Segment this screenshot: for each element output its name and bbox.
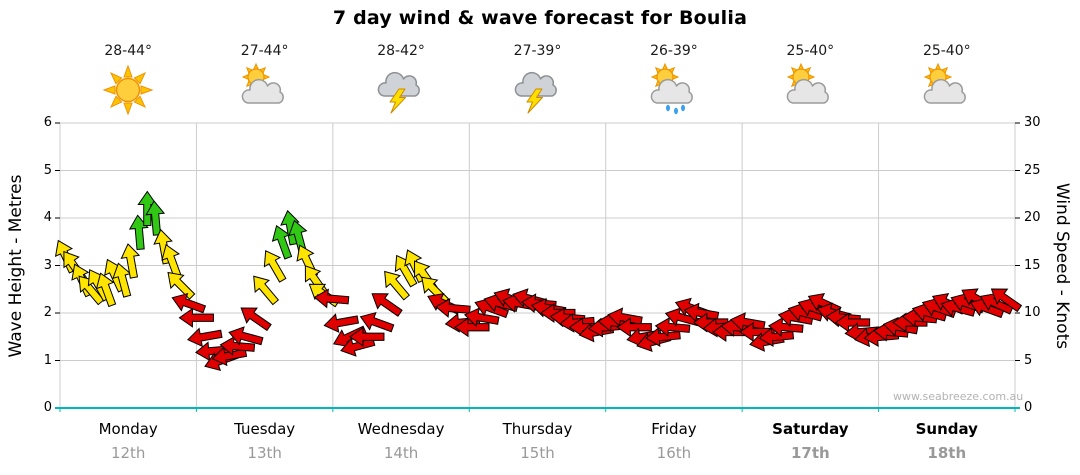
temp-range: 27-44°	[240, 43, 289, 59]
wind-arrow	[95, 272, 117, 308]
day-date: 18th	[927, 444, 967, 462]
wind-axis-tick-label: 15	[1024, 257, 1041, 273]
weather-icon-sun-cloud	[783, 62, 837, 116]
watermark: www.seabreeze.com.au	[893, 390, 1024, 403]
temp-range: 25-40°	[786, 43, 835, 59]
wave-axis-tick-label: 5	[43, 162, 52, 178]
wind-arrow	[384, 270, 411, 301]
temp-range: 27-39°	[513, 43, 562, 59]
wind-arrow	[463, 307, 500, 327]
wind-arrow	[187, 327, 223, 348]
wind-axis-tick-label: 20	[1024, 210, 1041, 225]
wind-speed-axis-label: Wind Speed - Knots	[1052, 182, 1072, 350]
wind-arrow	[145, 200, 166, 236]
wind-arrow	[349, 326, 385, 347]
weather-icon-storm	[511, 62, 565, 116]
wave-axis-tick-label: 6	[43, 115, 52, 130]
wind-arrow	[253, 275, 280, 306]
wind-arrow	[178, 307, 214, 328]
day-date: 12th	[110, 444, 146, 462]
wind-arrow	[645, 327, 681, 347]
wind-arrow	[359, 311, 395, 333]
wind-arrow	[167, 271, 196, 300]
wind-arrow	[211, 346, 248, 367]
wave-axis-tick-label: 4	[43, 210, 52, 225]
day-name: Wednesday	[357, 420, 445, 438]
wind-arrow	[435, 298, 471, 318]
wind-arrow	[454, 317, 490, 338]
wind-arrow	[371, 293, 403, 317]
weather-icon-storm	[374, 62, 428, 116]
day-name: Thursday	[502, 420, 573, 438]
temp-range: 25-40°	[922, 43, 971, 59]
wind-arrow	[990, 288, 1023, 313]
day-name: Tuesday	[234, 420, 296, 438]
weather-icon-sun-cloud	[238, 62, 292, 116]
wind-arrow	[228, 326, 264, 346]
wind-arrow	[758, 327, 795, 347]
day-name: Sunday	[915, 420, 978, 438]
wave-height-axis-label: Wave Height - Metres	[6, 174, 26, 358]
wave-axis-tick-label: 2	[43, 305, 52, 320]
temp-range: 28-44°	[104, 43, 153, 59]
wind-arrow	[171, 292, 207, 314]
wind-axis-tick-label: 30	[1024, 115, 1041, 130]
weather-icon-sun-cloud-showers	[647, 62, 701, 116]
wind-arrow	[616, 317, 652, 338]
wind-axis-tick-label: 0	[1024, 400, 1033, 415]
chart-title: 7 day wind & wave forecast for Boulia	[332, 7, 748, 29]
wave-axis-tick-label: 0	[43, 400, 52, 415]
wind-axis-tick-label: 10	[1024, 305, 1041, 320]
day-date: 13th	[247, 444, 282, 462]
wind-arrow	[240, 307, 272, 332]
wind-arrow	[729, 312, 766, 332]
wind-axis-tick-label: 5	[1024, 352, 1033, 368]
wind-arrow	[263, 250, 287, 283]
wind-arrow	[607, 307, 643, 327]
wave-axis-tick-label: 3	[43, 257, 52, 273]
wind-arrow	[654, 317, 691, 337]
day-name: Friday	[651, 420, 697, 438]
temp-range: 26-39°	[650, 43, 698, 59]
wave-axis-tick-label: 1	[43, 352, 52, 368]
day-name: Saturday	[772, 420, 849, 438]
weather-icon-sun-cloud	[920, 62, 974, 116]
wind-arrow	[683, 302, 720, 323]
temp-range: 28-42°	[377, 43, 425, 59]
wind-arrow	[739, 322, 775, 342]
wind-arrow	[280, 209, 300, 246]
day-date: 14th	[383, 444, 419, 462]
weather-icon-sun	[101, 62, 155, 116]
day-name: Monday	[98, 420, 158, 438]
wind-arrow	[340, 337, 376, 357]
wind-axis-tick-label: 25	[1024, 162, 1041, 178]
day-date: 16th	[656, 444, 692, 462]
wind-arrow	[120, 243, 141, 279]
wind-arrow	[313, 288, 350, 309]
wind-arrow	[323, 313, 359, 333]
day-date: 15th	[520, 444, 555, 462]
day-date: 17th	[790, 444, 830, 462]
